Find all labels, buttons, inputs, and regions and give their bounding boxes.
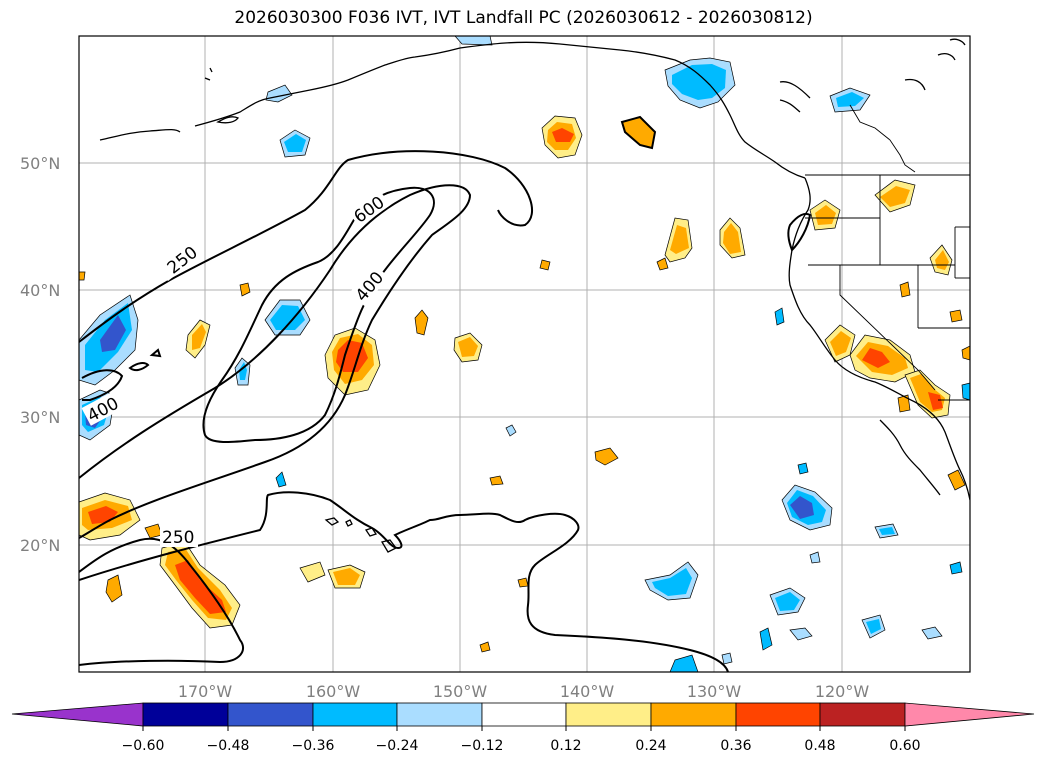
lat-label-50n: 50°N [20, 154, 60, 173]
lon-label-120w: 120°W [815, 682, 870, 700]
colorbar-tick-neg-048: −0.48 [207, 738, 250, 754]
ivt-contours [79, 150, 729, 672]
colorbar-bin-2 [227, 702, 314, 727]
colorbar-tick-060: 0.60 [889, 738, 920, 754]
lat-label-30n: 30°N [20, 408, 60, 427]
lon-label-160w: 160°W [306, 682, 361, 700]
contour-label-250-south: 250 [162, 528, 194, 548]
colorbar-bin-1 [142, 702, 229, 727]
colorbar-segments [11, 702, 1035, 727]
colorbar-tick-neg-036: −0.36 [292, 738, 335, 754]
colorbar-bin-6 [565, 702, 652, 727]
colorbar-over-arrow [904, 702, 1035, 727]
colorbar-bin-3 [312, 702, 398, 727]
map-title: 2026030300 F036 IVT, IVT Landfall PC (20… [234, 8, 813, 28]
colorbar-bin-7 [650, 702, 737, 727]
plot-area [79, 36, 970, 672]
colorbar-bin-9 [819, 702, 906, 727]
colorbar-bin-4 [396, 702, 483, 727]
coastlines [99, 38, 970, 553]
lon-label-140w: 140°W [560, 682, 615, 700]
lat-label-20n: 20°N [20, 536, 60, 555]
colorbar-tick-marks [142, 726, 906, 731]
colorbar-tick-048: 0.48 [804, 738, 835, 754]
colorbar-under-arrow [11, 702, 144, 727]
lon-label-150w: 150°W [433, 682, 488, 700]
borders [805, 104, 970, 401]
ivt-map: 250 600 400 400 250 50°N 40°N 30°N 20°N … [20, 35, 971, 700]
colorbar-tick-neg-024: −0.24 [376, 738, 419, 754]
colorbar-tick-neg-012: −0.12 [461, 738, 504, 754]
lon-label-130w: 130°W [687, 682, 742, 700]
lon-label-170w: 170°W [178, 682, 233, 700]
colorbar-tick-012: 0.12 [550, 738, 581, 754]
plot-frame [78, 35, 971, 673]
colorbar-tick-neg-060: −0.60 [122, 738, 165, 754]
colorbar-tick-036: 0.36 [720, 738, 751, 754]
colorbar-tick-024: 0.24 [635, 738, 666, 754]
colorbar-bin-8 [735, 702, 821, 727]
colorbar-bin-5 [481, 702, 567, 727]
lat-label-40n: 40°N [20, 281, 60, 300]
